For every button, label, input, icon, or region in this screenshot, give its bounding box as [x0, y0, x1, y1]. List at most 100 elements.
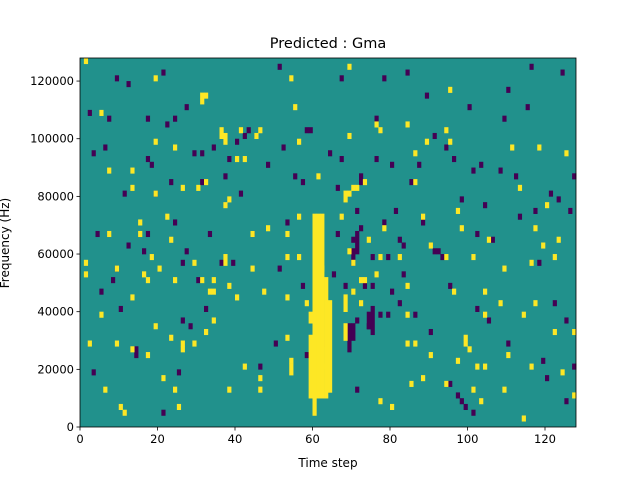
low-cell	[355, 317, 360, 324]
low-cell	[145, 156, 151, 163]
low-cell	[235, 138, 240, 145]
low-cell	[490, 236, 495, 243]
low-cell	[180, 317, 185, 324]
low-cell	[142, 248, 147, 255]
high-cell	[204, 328, 209, 336]
high-cell	[421, 213, 426, 220]
low-cell	[556, 196, 561, 203]
x-tick-label: 60	[305, 432, 320, 446]
high-cell	[552, 328, 557, 336]
low-cell	[277, 265, 282, 272]
plot-area	[79, 57, 577, 428]
high-cell	[467, 346, 472, 353]
high-cell	[424, 138, 430, 145]
low-cell	[393, 207, 399, 214]
low-cell	[277, 63, 282, 70]
low-cell	[370, 305, 375, 336]
high-cell	[444, 127, 449, 134]
high-cell	[153, 138, 158, 145]
high-cell	[556, 236, 561, 243]
high-cell	[479, 398, 484, 405]
high-cell	[428, 242, 433, 249]
low-cell	[180, 259, 185, 266]
high-cell	[258, 386, 263, 393]
low-cell	[335, 184, 340, 191]
high-cell	[304, 300, 309, 307]
low-cell	[246, 127, 251, 134]
low-cell	[188, 323, 193, 330]
low-cell	[386, 254, 391, 261]
high-cell	[99, 109, 104, 116]
x-tick-label: 20	[150, 432, 165, 446]
high-cell	[145, 352, 151, 359]
low-cell	[134, 352, 139, 359]
high-cell	[359, 300, 364, 307]
high-cell	[211, 288, 216, 295]
low-cell	[335, 230, 340, 238]
low-cell	[455, 392, 461, 399]
high-cell	[366, 236, 371, 243]
high-cell	[390, 403, 395, 411]
y-axis-label: Frequency (Hz)	[0, 198, 12, 289]
high-cell	[200, 98, 205, 105]
low-cell	[401, 271, 406, 278]
high-cell	[235, 294, 240, 301]
high-cell	[297, 213, 302, 220]
high-cell	[227, 282, 232, 289]
low-cell	[448, 282, 453, 289]
low-cell	[99, 288, 104, 295]
low-cell	[397, 300, 402, 307]
high-cell	[471, 254, 476, 261]
y-tick-label: 120000	[30, 74, 74, 88]
high-cell	[455, 357, 461, 364]
low-cell	[87, 109, 92, 116]
high-cell	[180, 184, 185, 191]
low-cell	[463, 403, 468, 411]
high-cell	[223, 202, 228, 209]
low-cell	[382, 75, 387, 82]
low-cell	[111, 277, 116, 284]
high-cell	[343, 190, 348, 203]
low-cell	[91, 150, 96, 157]
high-cell	[506, 352, 511, 359]
high-cell	[421, 375, 426, 382]
low-cell	[300, 179, 306, 186]
high-cell	[266, 225, 271, 232]
high-cell	[289, 363, 294, 376]
low-cell	[285, 219, 290, 226]
low-cell	[362, 282, 368, 289]
high-cell	[347, 248, 352, 255]
low-cell	[176, 369, 182, 376]
low-cell	[304, 127, 309, 134]
high-cell	[498, 300, 503, 307]
high-cell	[382, 225, 387, 232]
low-cell	[293, 173, 298, 180]
low-cell	[339, 75, 344, 82]
low-cell	[331, 271, 337, 278]
low-cell	[184, 248, 189, 255]
y-tick-label: 40000	[37, 305, 74, 319]
high-cell	[204, 92, 209, 99]
high-cell	[173, 386, 178, 393]
high-cell	[107, 167, 112, 174]
high-cell	[347, 190, 352, 197]
low-cell	[514, 173, 519, 180]
low-cell	[386, 311, 391, 318]
high-cell	[347, 63, 352, 70]
low-cell	[184, 104, 189, 111]
low-cell	[107, 115, 112, 122]
high-cell	[250, 265, 255, 272]
high-cell	[483, 363, 488, 370]
low-cell	[502, 115, 507, 122]
low-cell	[452, 156, 457, 163]
low-cell	[382, 219, 387, 226]
low-cell	[459, 196, 464, 203]
high-cell	[312, 213, 317, 399]
high-cell	[223, 132, 228, 145]
low-cell	[91, 369, 96, 376]
low-cell	[266, 161, 271, 168]
low-cell	[397, 236, 402, 243]
high-cell	[552, 254, 557, 261]
low-cell	[304, 352, 309, 359]
high-cell	[533, 300, 538, 307]
